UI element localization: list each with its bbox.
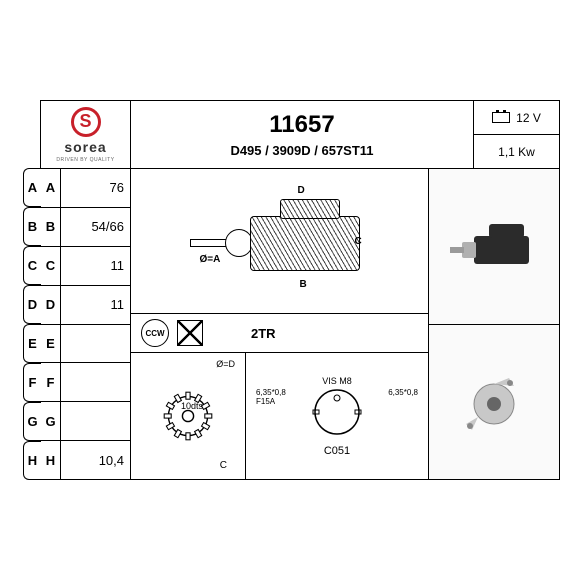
spec-val: 10,4	[61, 441, 130, 479]
dim-a: Ø=A	[200, 254, 221, 265]
pinion-diagram: Ø=D 10dts C	[131, 353, 246, 479]
dim-d: D	[298, 185, 305, 196]
starter-diagram: D C B Ø=A	[131, 169, 428, 314]
tab-a: A	[23, 168, 41, 207]
voltage: 12 V	[516, 111, 541, 125]
connector-diagram: VIS M8 6,35*0,8 F15A 6,35*	[246, 353, 428, 479]
pinion-diameter: Ø=D	[216, 359, 235, 369]
tab-b: B	[23, 207, 41, 246]
spec-key: E	[41, 325, 61, 363]
spec-key: F	[41, 363, 61, 401]
spec-row: H10,4	[41, 441, 130, 479]
connector-right: 6,35*0,8	[388, 388, 418, 397]
photo-side	[429, 169, 559, 325]
spec-row: F	[41, 363, 130, 402]
spec-key: G	[41, 402, 61, 440]
connector-code: C051	[324, 445, 350, 457]
rotation-icon: CCW	[141, 319, 169, 347]
pinion-teeth: 10dts	[181, 401, 203, 411]
spec-val: 54/66	[61, 208, 130, 246]
dim-b: B	[300, 279, 307, 290]
photos-column	[429, 169, 559, 479]
spec-row: B54/66	[41, 208, 130, 247]
spec-row: D11	[41, 286, 130, 325]
spec-val	[61, 402, 130, 440]
brand-tagline: DRIVEN BY QUALITY	[56, 157, 114, 163]
rotation-label: 2TR	[251, 326, 276, 341]
spec-key: B	[41, 208, 61, 246]
title-block: 11657 D495 / 3909D / 657ST11	[131, 101, 474, 168]
spec-key: D	[41, 286, 61, 324]
brand-icon: S	[71, 107, 101, 137]
dim-c: C	[355, 236, 362, 247]
brand-logo: S sorea DRIVEN BY QUALITY	[41, 101, 130, 169]
specs-column: S sorea DRIVEN BY QUALITY A76 B54/66 C11…	[41, 101, 131, 479]
spec-val: 11	[61, 247, 130, 285]
crossed-icon	[177, 320, 203, 346]
connector-left-sub: F15A	[256, 397, 286, 406]
diagrams-column: D C B Ø=A CCW 2TR Ø=D	[131, 169, 429, 479]
spec-key: C	[41, 247, 61, 285]
brand-name: sorea	[64, 139, 106, 155]
rotation-row: CCW 2TR	[131, 314, 428, 353]
spec-row: A76	[41, 169, 130, 208]
header: 11657 D495 / 3909D / 657ST11 12 V 1,1 Kw	[131, 101, 559, 169]
spec-row: G	[41, 402, 130, 441]
tab-d: D	[23, 285, 41, 324]
connector-icon	[277, 388, 397, 443]
connector-left: 6,35*0,8	[256, 388, 286, 397]
part-number: 11657	[269, 111, 334, 139]
tab-e: E	[23, 324, 41, 363]
spec-row: C11	[41, 247, 130, 286]
spec-val	[61, 325, 130, 363]
tab-c: C	[23, 246, 41, 285]
spec-key: H	[41, 441, 61, 479]
spec-row: E	[41, 325, 130, 364]
power-block: 12 V 1,1 Kw	[474, 101, 559, 168]
spec-val: 11	[61, 286, 130, 324]
photo-front	[429, 325, 559, 480]
spec-sheet: S sorea DRIVEN BY QUALITY A76 B54/66 C11…	[40, 100, 560, 480]
battery-icon	[492, 112, 510, 123]
tab-h: H	[23, 441, 41, 480]
cross-references: D495 / 3909D / 657ST11	[230, 143, 373, 158]
tab-f: F	[23, 363, 41, 402]
spec-val	[61, 363, 130, 401]
power-output: 1,1 Kw	[474, 135, 559, 168]
spec-key: A	[41, 169, 61, 207]
pinion-shaft: C	[220, 460, 227, 471]
connector-top: VIS M8	[322, 376, 352, 386]
spec-val: 76	[61, 169, 130, 207]
tab-g: G	[23, 402, 41, 441]
gear-icon	[153, 381, 223, 451]
